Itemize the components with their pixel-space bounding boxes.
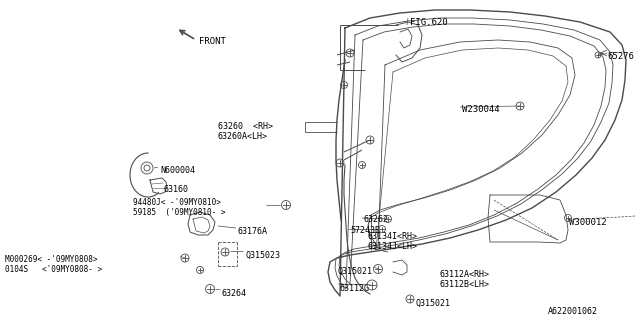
Text: M000269< -'09MY0808>: M000269< -'09MY0808> [5,255,97,264]
Text: FRONT: FRONT [199,37,226,46]
Text: W300012: W300012 [569,218,607,227]
Text: 63112B<LH>: 63112B<LH> [440,280,490,289]
Text: FIG.620: FIG.620 [410,18,447,27]
Text: 63112G: 63112G [340,284,370,293]
Text: 63134J<LH>: 63134J<LH> [367,242,417,251]
Text: A622001062: A622001062 [548,307,598,316]
Text: N600004: N600004 [160,166,195,175]
Text: 63260A<LH>: 63260A<LH> [218,132,268,141]
Text: 94480J< -'09MY0810>: 94480J< -'09MY0810> [133,198,221,207]
Text: 57243B: 57243B [350,226,380,235]
Text: 63264: 63264 [222,289,247,298]
Text: 59185  ('09MY0810- >: 59185 ('09MY0810- > [133,208,225,217]
Text: 63176A: 63176A [237,227,267,236]
Text: 63134I<RH>: 63134I<RH> [367,232,417,241]
Text: 63260  <RH>: 63260 <RH> [218,122,273,131]
Text: Q315023: Q315023 [245,251,280,260]
Text: 0104S   <'09MY0808- >: 0104S <'09MY0808- > [5,265,102,274]
Text: 63160: 63160 [163,185,188,194]
Text: Q315021: Q315021 [415,299,450,308]
Text: 63112A<RH>: 63112A<RH> [440,270,490,279]
Text: 65276: 65276 [607,52,634,61]
Text: W230044: W230044 [462,105,500,114]
Text: 63262: 63262 [364,215,389,224]
Text: Q315021: Q315021 [337,267,372,276]
